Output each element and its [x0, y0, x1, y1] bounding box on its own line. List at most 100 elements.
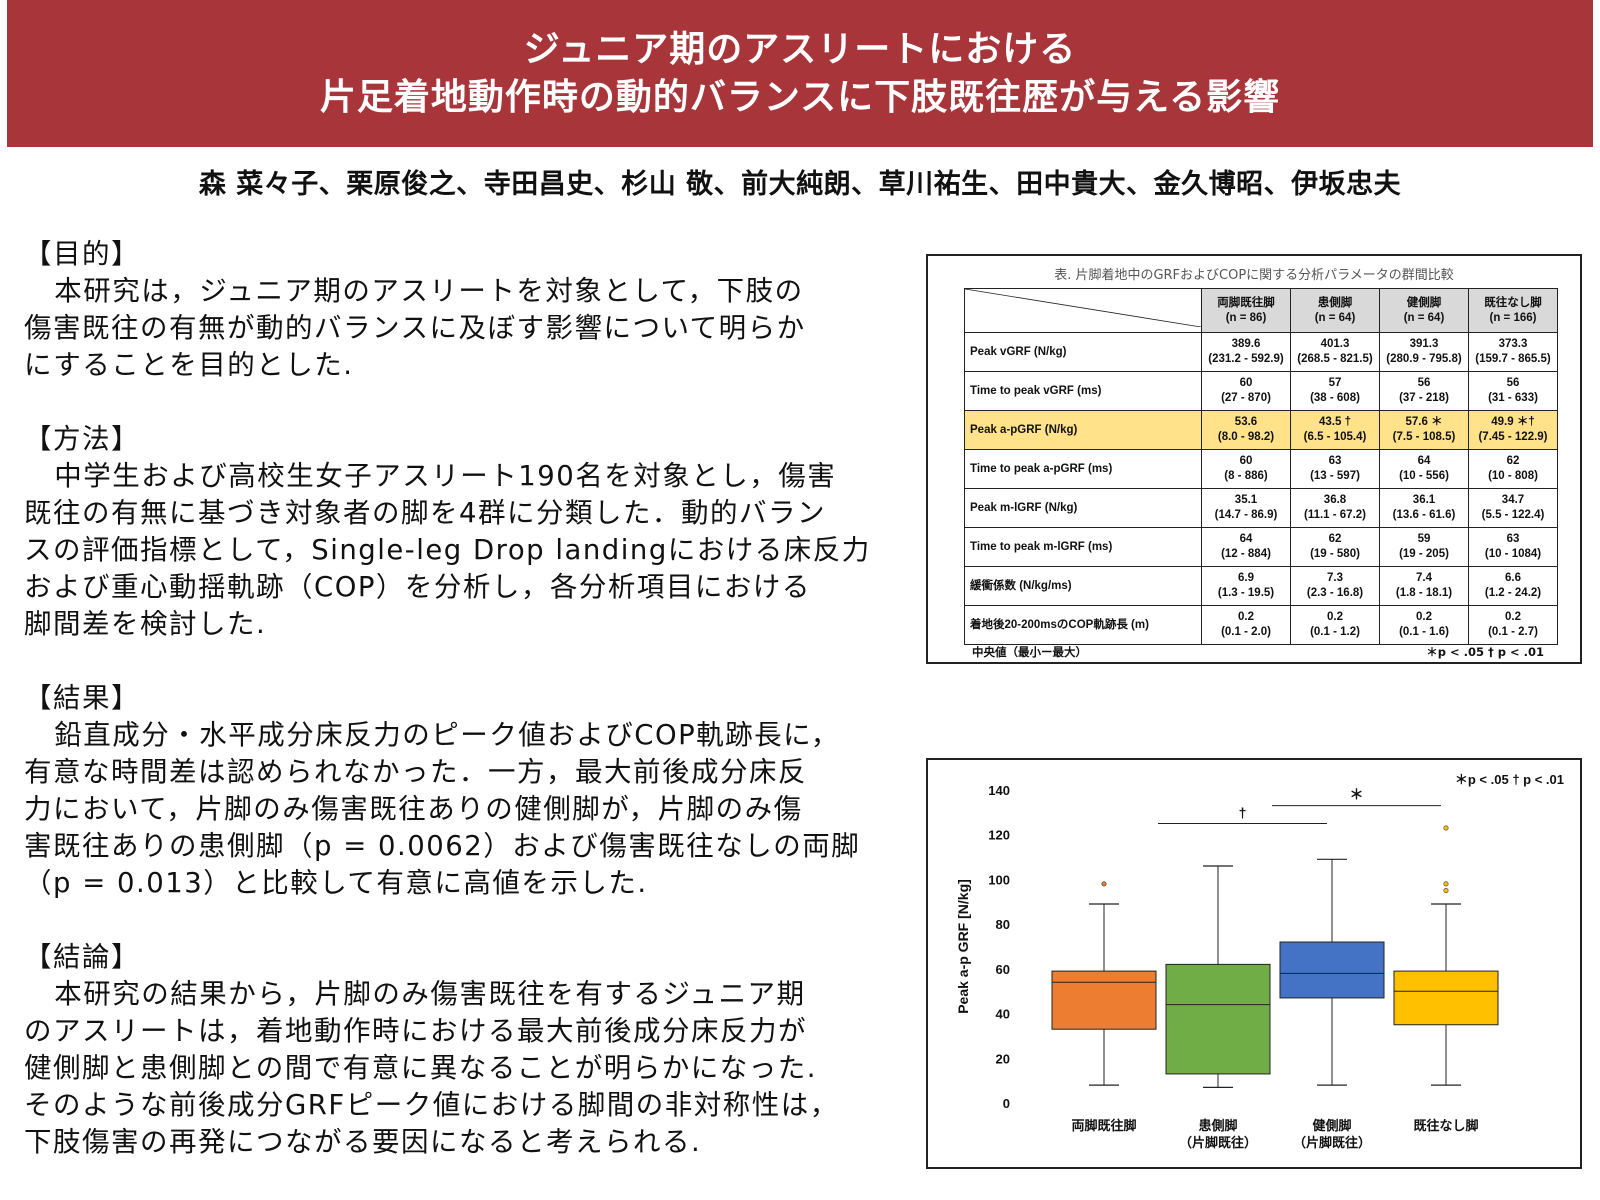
outlier-point [1443, 881, 1449, 887]
table-row: 緩衝係数 (N/kg/ms) 6.9 (1.3 - 19.5) 7.3 (2.3 - 1… [964, 566, 1558, 606]
method-line: スの評価指標として，Single-leg Drop landingにおける床反力 [24, 534, 871, 566]
table-row: Peak m-lGRF (N/kg) 35.1 (14.7 - 86.9) 36.8(… [964, 488, 1558, 528]
table-cell: 0.2 (0.1 - 2.7) [1468, 605, 1558, 645]
table-row: Time to peak a-pGRF (ms) 60 (8 - 886) 63 (13… [964, 449, 1558, 489]
table-cell: 64 (12 - 884) [1201, 527, 1291, 567]
table-cell: 62 (19 - 580) [1290, 527, 1380, 567]
table-footnote-significance: ＊p < .05 † p < .01 [1426, 645, 1544, 659]
table-cell: 35.1 (14.7 - 86.9) [1201, 488, 1291, 528]
table-cell: 389.6 (231.2 - 592.9) [1201, 332, 1291, 372]
y-tick-label: 80 [996, 917, 1010, 932]
table-cell: 59 (19 - 205) [1379, 527, 1469, 567]
table-cell: 7.4 (1.8 - 18.1) [1379, 566, 1469, 606]
table-cell: 401.3 (268.5 - 821.5) [1290, 332, 1380, 372]
table-footnote-median: 中央値（最小ー最大） [972, 645, 1087, 659]
table-cell: 43.5 † (6.5 - 105.4) [1290, 410, 1380, 450]
table-cell: 34.7 (5.5 - 122.4) [1468, 488, 1558, 528]
table-cell: 7.3 (2.3 - 16.8) [1290, 566, 1380, 606]
result-line: （p = 0.013）と比較して有意に高値を示した. [24, 867, 648, 899]
table-cell: 63 (10 - 1084) [1468, 527, 1558, 567]
box-iqr [1393, 970, 1499, 1026]
category-label: 両脚既往脚 [1071, 1118, 1136, 1133]
outlier-point [1443, 825, 1449, 831]
conclusion-heading: 【結論】 [24, 941, 140, 973]
row-label: Peak m-lGRF (N/kg) [964, 488, 1202, 528]
category-sublabel: （片脚既往） [1179, 1135, 1257, 1150]
table-cell: 56 (37 - 218) [1379, 371, 1469, 411]
result-line: 鉛直成分・水平成分床反力のピーク値およびCOP軌跡長に， [54, 719, 840, 751]
table-cell: 57.6 ＊ (7.5 - 108.5) [1379, 410, 1469, 450]
box-iqr [1279, 941, 1385, 999]
row-label: Time to peak a-pGRF (ms) [964, 449, 1202, 489]
result-line: 有意な時間差は認められなかった．一方，最大前後成分床反 [24, 756, 807, 788]
table-cell: 6.6 (1.2 - 24.2) [1468, 566, 1558, 606]
table-corner-cell [964, 288, 1202, 333]
column-header: 患側脚 (n = 64) [1290, 288, 1380, 333]
table-cell: 391.3 (280.9 - 795.8) [1379, 332, 1469, 372]
conclusion-line: 健側脚と患側脚との間で有意に異なることが明らかになった. [24, 1052, 817, 1084]
method-line: 脚間差を検討した. [24, 608, 267, 640]
table-cell: 62 (10 - 808) [1468, 449, 1558, 489]
conclusion-line: 下肢傷害の再発につながる要因になると考えられる. [24, 1126, 702, 1158]
boxplot-panel: 0 20 40 60 80 100 120 140 Peak a-p GRF [N/kg] † ＊ ＊… [926, 758, 1582, 1169]
table-cell: 6.9 (1.3 - 19.5) [1201, 566, 1291, 606]
row-label: 着地後20-200msのCOP軌跡長 (m) [964, 605, 1202, 645]
purpose-line: 傷害既往の有無が動的バランスに及ぼす影響について明らか [24, 312, 806, 344]
table-row: Time to peak m-lGRF (ms) 64 (12 - 884) 62 (1… [964, 527, 1558, 567]
y-tick-label: 120 [988, 828, 1010, 843]
method-line: 既往の有無に基づき対象者の脚を4群に分類した．動的バラン [24, 497, 826, 529]
table-cell: 36.8 (11.1 - 67.2) [1290, 488, 1380, 528]
y-tick-label: 100 [988, 872, 1010, 887]
category-label: 既往なし脚 [1413, 1118, 1478, 1133]
method-heading: 【方法】 [24, 423, 140, 455]
result-heading: 【結果】 [24, 682, 140, 714]
purpose-line: 本研究は，ジュニア期のアスリートを対象として，下肢の [54, 275, 804, 307]
diagonal-line [964, 288, 1202, 328]
conclusion-line: のアスリートは，着地動作時における最大前後成分床反力が [24, 1015, 807, 1047]
abstract-text: 【目的】 本研究は，ジュニア期のアスリートを対象として，下肢の 傷害既往の有無が… [24, 236, 904, 1161]
method-line: 中学生および高校生女子アスリート190名を対象とし，傷害 [54, 460, 837, 492]
y-tick-label: 0 [1003, 1096, 1010, 1111]
table-caption: 表. 片脚着地中のGRFおよびCOPに関する分析パラメータの群間比較 [1054, 268, 1454, 283]
parameter-table-panel: 表. 片脚着地中のGRFおよびCOPに関する分析パラメータの群間比較 両脚既往脚… [926, 254, 1582, 664]
row-label: 緩衝係数 (N/kg/ms) [964, 566, 1202, 606]
table-cell: 63 (13 - 597) [1290, 449, 1380, 489]
author-list: 森 菜々子、栗原俊之、寺田昌史、杉山 敬、前大純朗、草川祐生、田中貴大、金久博昭… [198, 169, 1402, 200]
row-label: Time to peak m-lGRF (ms) [964, 527, 1202, 567]
table-row: Peak vGRF (N/kg) 389.6 (231.2 - 592.9) 401.… [964, 332, 1558, 372]
table-row: Time to peak vGRF (ms) 60 (27 - 870) 57 (38 … [964, 371, 1558, 411]
y-axis-label: Peak a-p GRF [N/kg] [955, 879, 971, 1014]
table-cell: 0.2 (0.1 - 1.2) [1290, 605, 1380, 645]
y-tick-label: 60 [996, 962, 1010, 977]
table-cell: 36.1 (13.6 - 61.6) [1379, 488, 1469, 528]
significance-symbol: † [1239, 805, 1247, 821]
table-header-row: 両脚既往脚 (n = 86) 患側脚 (n = 64) 健側脚 (n = 64) 既往… [964, 288, 1558, 333]
parameter-table: 両脚既往脚 (n = 86) 患側脚 (n = 64) 健側脚 (n = 64) 既往… [964, 288, 1558, 645]
outlier-point [1101, 881, 1107, 887]
significance-legend: ＊p < .05 † p < .01 [1455, 772, 1564, 787]
significance-symbol: ＊ [1350, 787, 1364, 803]
table-cell: 53.6 (8.0 - 98.2) [1201, 410, 1291, 450]
column-header: 既往なし脚 (n = 166) [1468, 288, 1558, 333]
purpose-heading: 【目的】 [24, 238, 140, 270]
purpose-line: にすることを目的とした. [24, 349, 354, 381]
table-cell: 49.9 ＊† (7.45 - 122.9) [1468, 410, 1558, 450]
boxplot-chart: 0 20 40 60 80 100 120 140 Peak a-p GRF [N/kg] † ＊ ＊… [955, 772, 1564, 1150]
conclusion-line: 本研究の結果から，片脚のみ傷害既往を有するジュニア期 [54, 978, 806, 1010]
outlier-point [1443, 888, 1449, 894]
table-cell: 60 (8 - 886) [1201, 449, 1291, 489]
category-label: 患側脚 [1198, 1118, 1237, 1133]
result-line: 力において，片脚のみ傷害既往ありの健側脚が，片脚のみ傷 [24, 793, 803, 825]
category-sublabel: （片脚既往） [1293, 1135, 1371, 1150]
column-header: 健側脚 (n = 64) [1379, 288, 1469, 333]
y-tick-label: 140 [988, 783, 1010, 798]
category-label: 健側脚 [1312, 1118, 1351, 1133]
table-row: 着地後20-200msのCOP軌跡長 (m) 0.2 (0.1 - 2.0) 0.2(… [964, 605, 1558, 645]
table-cell: 64 (10 - 556) [1379, 449, 1469, 489]
table-cell: 373.3 (159.7 - 865.5) [1468, 332, 1558, 372]
method-line: および重心動揺軌跡（COP）を分析し，各分析項目における [24, 571, 811, 603]
table-row: Peak a-pGRF (N/kg) 53.6 (8.0 - 98.2) 43.5 †… [964, 410, 1558, 450]
table-cell: 56 (31 - 633) [1468, 371, 1558, 411]
row-label: Peak vGRF (N/kg) [964, 332, 1202, 372]
title-line-2: 片足着地動作時の動的バランスに下肢既往歴が与える影響 [319, 76, 1281, 118]
